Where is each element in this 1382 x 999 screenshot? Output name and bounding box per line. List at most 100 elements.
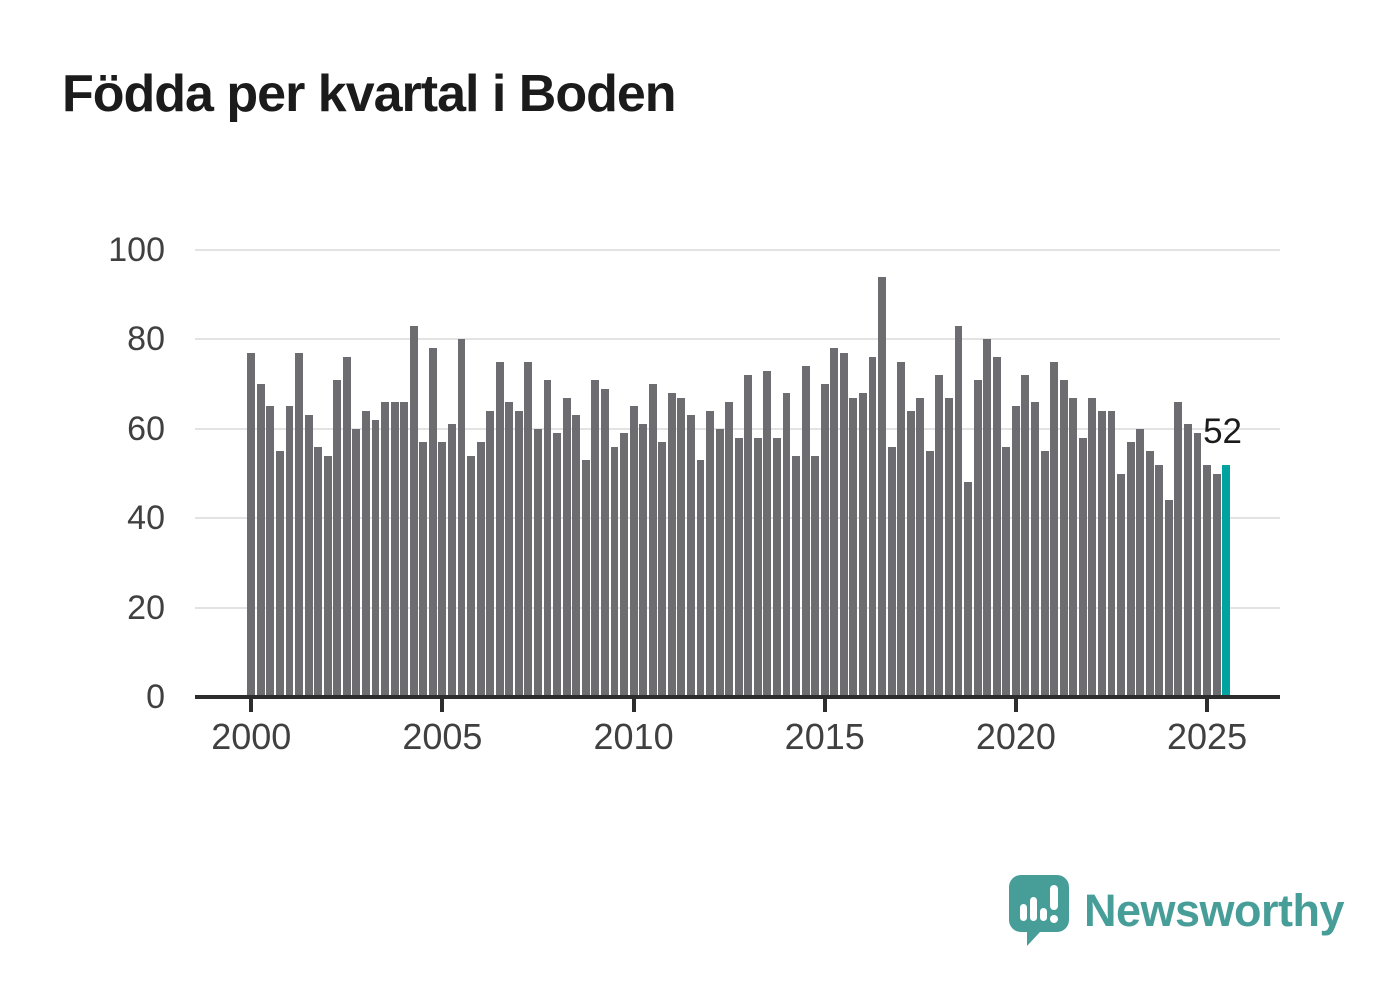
y-tick-label-0: 0	[146, 678, 165, 716]
bar	[514, 410, 523, 697]
bar	[1040, 451, 1049, 697]
bar	[1193, 433, 1202, 697]
bar	[333, 379, 342, 697]
brand-footer: Newsworthy	[1008, 874, 1345, 948]
bar	[314, 446, 323, 697]
bar	[906, 410, 915, 697]
bar	[782, 393, 791, 697]
bar	[696, 460, 705, 697]
bar	[390, 401, 399, 697]
bar	[964, 482, 973, 697]
x-tick-2005	[440, 699, 445, 712]
bar	[1021, 375, 1030, 697]
bar	[247, 352, 256, 697]
x-tick-label-2000: 2000	[211, 716, 292, 757]
bar	[1117, 473, 1125, 697]
x-tick-2010	[631, 699, 636, 712]
bar	[1145, 451, 1154, 697]
bar	[868, 357, 877, 697]
x-tick-label-2015: 2015	[784, 716, 865, 757]
bar	[992, 357, 1001, 697]
bar	[275, 451, 284, 697]
bar	[686, 415, 695, 697]
bar	[381, 401, 389, 697]
bar	[677, 397, 686, 697]
x-tick-label-2005: 2005	[402, 716, 483, 757]
bar	[839, 352, 848, 697]
bar	[859, 393, 867, 697]
bar	[600, 388, 609, 697]
bar	[428, 348, 437, 697]
bar	[467, 455, 476, 697]
bar	[361, 410, 370, 697]
bar	[830, 348, 839, 697]
bar	[820, 384, 829, 697]
bar	[495, 361, 504, 697]
y-tick-label-100: 100	[108, 231, 165, 269]
x-tick-2000	[249, 699, 254, 712]
bar	[954, 326, 963, 697]
x-tick-2025	[1205, 699, 1210, 712]
bar	[667, 393, 676, 697]
bar	[1097, 410, 1106, 697]
bar	[753, 437, 762, 697]
bar	[734, 437, 743, 697]
bar	[562, 397, 571, 697]
bar	[811, 455, 820, 697]
x-axis-line	[195, 695, 1280, 699]
y-tick-label-40: 40	[127, 499, 165, 538]
bar	[342, 357, 351, 697]
bar	[524, 361, 533, 697]
bar	[897, 361, 906, 697]
bar	[1164, 500, 1173, 697]
bar	[763, 370, 772, 697]
bar	[285, 406, 294, 697]
bar	[304, 415, 313, 697]
bar	[591, 379, 600, 697]
bar	[438, 442, 447, 697]
bar	[849, 397, 858, 697]
bar	[658, 442, 667, 697]
bar	[772, 437, 781, 697]
bar	[1203, 464, 1211, 697]
bar	[1155, 464, 1164, 697]
x-tick-label-2025: 2025	[1167, 716, 1248, 757]
bar	[878, 276, 887, 697]
newsworthy-logo-icon	[1009, 875, 1069, 946]
x-tick-label-2020: 2020	[975, 716, 1056, 757]
bar	[1069, 397, 1078, 697]
bar	[256, 384, 265, 697]
bar	[371, 419, 380, 697]
y-tick-label-80: 80	[127, 320, 165, 359]
bar	[1078, 437, 1087, 697]
bar	[792, 455, 800, 697]
bar	[1011, 406, 1020, 697]
bar	[448, 424, 456, 697]
bar	[715, 428, 724, 697]
bar	[266, 406, 275, 697]
bar	[935, 375, 944, 697]
bar	[1212, 473, 1221, 697]
x-tick-2015	[822, 699, 827, 712]
gridline-80	[195, 338, 1280, 341]
bar	[973, 379, 982, 697]
bar	[648, 384, 657, 697]
chart-title: Födda per kvartal i Boden	[62, 65, 677, 123]
gridline-60	[195, 427, 1280, 430]
bar	[505, 401, 514, 697]
bar	[925, 451, 934, 697]
bar	[486, 410, 495, 697]
bar	[639, 424, 648, 697]
bar	[610, 446, 619, 697]
bar	[352, 428, 361, 697]
bar	[1031, 401, 1039, 697]
bar	[1183, 424, 1192, 697]
bar	[706, 410, 714, 697]
x-tick-2020	[1013, 699, 1018, 712]
bar	[983, 339, 992, 697]
last-value-annotation: 52	[1203, 412, 1242, 451]
bar	[1126, 442, 1135, 697]
gridline-100	[195, 249, 1280, 251]
y-tick-label-20: 20	[127, 588, 165, 627]
